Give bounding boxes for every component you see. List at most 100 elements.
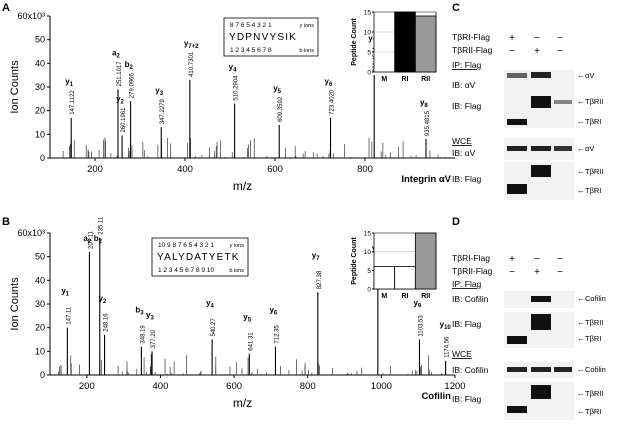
arrow-icon: ← (577, 334, 585, 343)
peak-ion-label: b2 (94, 234, 103, 245)
x-tick-label: 200 (79, 381, 95, 392)
blot-c-ip-header: IP: Flag (452, 60, 482, 70)
blot-d-row3-label: IB: Cofilin (452, 365, 489, 375)
x-tick-label: 400 (177, 164, 193, 175)
arrow-icon: ← (577, 318, 585, 327)
peak-ion-label: y3 (146, 310, 154, 321)
y-tick-label: 60x10³ (17, 11, 45, 21)
blot-d-row2-label: IB: Flag (452, 319, 482, 329)
inset-y-tick-label: 5 (367, 50, 371, 57)
blot-d-cond2-lane1: − (509, 267, 515, 278)
peak-mz-label: 510.2904 (234, 75, 240, 101)
arrow-icon: ← (577, 144, 585, 153)
inset-bar (394, 11, 416, 73)
blot-c: TβRI-Flag + − − TβRII-Flag − + − IP: Fla… (452, 32, 603, 200)
b-ion-numbers: 1 2 3 4 5 6 7 8 (230, 47, 272, 54)
blot-d-cond1-lane2: − (534, 254, 540, 265)
blot-c-row3-band3 (554, 146, 572, 151)
peak-ion-label: y1 (65, 77, 73, 88)
inset-y-axis-label: Peptide Count (351, 18, 358, 66)
y-tick-label: 10 (35, 129, 45, 139)
inset-category-label: RII (421, 76, 430, 83)
peak-ion-label: y1 (61, 287, 69, 298)
y-tick-label: 40 (35, 275, 45, 285)
x-tick-label: 600 (226, 381, 242, 392)
arrow-icon: ← (577, 117, 585, 126)
peak-ion-label: y10 (440, 320, 452, 331)
inset-category-label: RI (402, 76, 409, 83)
peak-ion-label: y7 (312, 251, 320, 262)
blot-d-row1-band1 (531, 296, 551, 302)
peak-ion-label: y7+2 (184, 39, 199, 50)
blot-c-row4-band2 (531, 165, 551, 177)
peak-ion-label: y6 (325, 77, 333, 88)
blot-c-wce-header: WCE (452, 136, 472, 146)
peak-ion-label: b3 (135, 306, 144, 317)
y-tick-label: 60x10³ (17, 228, 45, 238)
sequence-box (223, 17, 319, 57)
inset-y-axis-label: Peptide Count (351, 237, 358, 285)
b-ions-label: b ions (229, 268, 244, 274)
blot-c-cond1-lane3: − (557, 33, 563, 44)
y-ion-numbers: 10 9 8 7 6 5 4 3 2 1 (158, 242, 214, 249)
x-tick-label: 600 (267, 164, 283, 175)
panel-label-c: C (452, 2, 460, 14)
blot-d-cond2-lane2: + (534, 267, 540, 278)
blot-c-row3-band1 (507, 146, 527, 151)
peak-ion-label: y4 (206, 299, 214, 310)
y-tick-label: 50 (35, 35, 45, 45)
inset-category-label: RI (402, 293, 409, 300)
blot-d-row3-band3 (554, 367, 572, 372)
panel-label-b: B (2, 216, 10, 228)
arrow-icon: ← (577, 389, 585, 398)
peak-mz-label: 1174.56 (445, 336, 451, 358)
blot-d-row4-band1 (507, 406, 527, 413)
x-tick-label: 1200 (444, 381, 465, 392)
x-tick-label: 800 (357, 164, 373, 175)
peak-mz-label: 1103.53 (418, 315, 424, 337)
blot-c-row2-band1 (507, 119, 527, 125)
x-tick-label: 400 (153, 381, 169, 392)
peak-ion-label: y6 (269, 306, 277, 317)
b-ions-label: b ions (299, 48, 314, 54)
inset-category-label: M (381, 293, 387, 300)
arrow-icon: ← (577, 186, 585, 195)
peak-ion-label: y2 (99, 294, 107, 305)
x-tick-label: 200 (87, 164, 103, 175)
blot-d-row1-arrow1: Cofilin (585, 294, 606, 303)
blot-d-row4-band2 (531, 385, 551, 399)
blot-d-row2-arrow2: TβRI (585, 334, 601, 343)
y-ion-numbers: 8 7 6 5 4 3 2 1 (230, 22, 272, 29)
blot-c-cond1-lane2: − (534, 33, 540, 44)
peak-mz-label: 235.11 (99, 216, 105, 235)
sequence-box (151, 237, 249, 277)
inset-category-label: M (381, 76, 387, 83)
blot-c-row1-band1 (507, 73, 527, 78)
arrow-icon: ← (577, 407, 585, 416)
blot-d-row3-arrow1: Cofilin (585, 365, 606, 374)
y-tick-label: 0 (40, 370, 45, 380)
blot-c-row4-arrow2: TβRI (585, 186, 601, 195)
peak-ion-label: y2 (116, 95, 124, 106)
blot-c-cond2-lane3: − (557, 46, 563, 57)
blot-d-row2-band1 (507, 336, 527, 344)
blot-c-cond1-label: TβRI-Flag (452, 32, 490, 42)
y-tick-label: 20 (35, 106, 45, 116)
inset-category-label: RII (421, 293, 430, 300)
peak-mz-label: 207.11 (88, 230, 94, 249)
blot-c-row2-arrow2: TβRI (585, 117, 601, 126)
peak-mz-label: 248.16 (104, 313, 110, 332)
x-axis-label: m/z (233, 396, 252, 410)
peak-mz-label: 251.1017 (117, 61, 123, 87)
inset-y-tick-label: 0 (367, 70, 371, 77)
peak-mz-label: 609.3592 (278, 96, 284, 122)
inset-y-tick-label: 10 (364, 249, 372, 256)
blot-c-row2-label: IB: Flag (452, 101, 482, 111)
blot-d-row2-band2 (531, 314, 551, 330)
y-tick-label: 0 (40, 153, 45, 163)
panel-label-d: D (452, 216, 460, 228)
blot-c-row4-arrow1: TβRII (585, 167, 603, 176)
